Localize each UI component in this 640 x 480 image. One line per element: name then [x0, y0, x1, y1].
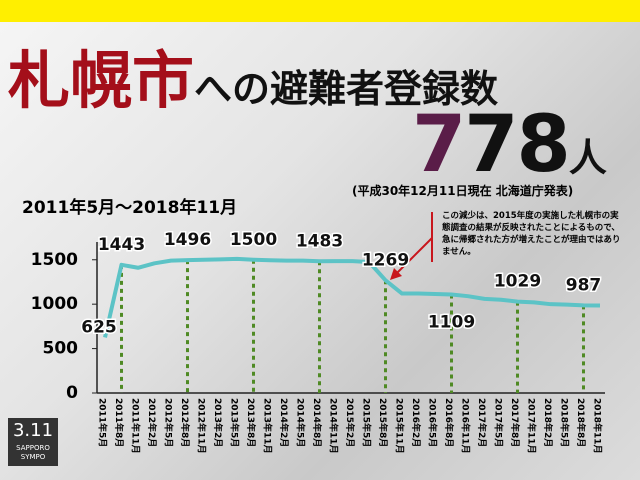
headline-highlight: 札幌市 [8, 44, 195, 117]
y-tick-label: 1500 [31, 250, 78, 270]
x-tick-label: 2015年2月 [344, 398, 356, 447]
data-label: 1269 [362, 250, 409, 270]
x-tick-label: 2014年8月 [311, 398, 323, 447]
x-tick-label: 2011年8月 [113, 398, 125, 447]
data-label: 1443 [98, 235, 145, 255]
chart-title: 2011年5月〜2018年11月 [22, 197, 237, 218]
source: (平成30年12月11日現在 北海道庁発表) [352, 184, 574, 198]
x-tick-label: 2012年2月 [146, 398, 158, 447]
x-tick-label: 2011年11月 [130, 398, 142, 454]
x-tick-label: 2012年5月 [163, 398, 175, 447]
x-tick-label: 2013年8月 [245, 398, 257, 447]
data-label: 1496 [164, 230, 211, 250]
x-tick-label: 2013年5月 [229, 398, 241, 447]
data-label: 1029 [494, 272, 541, 292]
data-label: 625 [81, 317, 117, 337]
x-tick-label: 2015年11月 [394, 398, 406, 454]
headline: 札幌市への避難者登録数 [8, 30, 498, 120]
x-tick-label: 2018年2月 [542, 398, 554, 447]
x-tick-label: 2011年5月 [97, 398, 109, 447]
y-tick-label: 0 [66, 383, 78, 403]
x-tick-label: 2012年11月 [196, 398, 208, 454]
data-label: 1483 [296, 231, 343, 251]
x-tick-label: 2014年11月 [328, 398, 340, 454]
top-stripe [0, 0, 640, 22]
x-tick-label: 2015年8月 [377, 398, 389, 447]
note-arrow [395, 237, 433, 275]
total-unit: 人 [568, 136, 607, 180]
x-tick-label: 2013年2月 [212, 398, 224, 447]
x-tick-label: 2012年8月 [179, 398, 191, 447]
data-label: 987 [566, 275, 602, 295]
x-tick-label: 2018年11月 [592, 398, 604, 454]
x-tick-label: 2015年5月 [361, 398, 373, 447]
note: この減少は、2015年度の実施した札幌市の実態調査の結果が反映されたことによるも… [442, 211, 621, 257]
y-tick-label: 500 [43, 339, 79, 359]
x-tick-label: 2017年11月 [526, 398, 538, 454]
x-tick-label: 2018年5月 [559, 398, 571, 447]
x-tick-label: 2014年5月 [295, 398, 307, 447]
series-line [103, 256, 601, 338]
x-tick-label: 2018年8月 [575, 398, 587, 447]
logo: 3.11 SAPPORO SYMPO [8, 418, 58, 466]
x-tick-label: 2016年8月 [443, 398, 455, 447]
x-tick-label: 2016年2月 [410, 398, 422, 447]
total-number: 778 [412, 100, 571, 190]
headline-rest: への避難者登録数 [194, 67, 499, 111]
x-tick-label: 2017年8月 [509, 398, 521, 447]
y-tick-label: 1000 [31, 294, 78, 314]
x-tick-label: 2017年2月 [476, 398, 488, 447]
x-tick-label: 2016年11月 [460, 398, 472, 454]
logo-name: SAPPORO SYMPO [16, 444, 50, 461]
x-tick-label: 2014年2月 [278, 398, 290, 447]
data-label: 1109 [428, 312, 475, 332]
total: 778人 [412, 100, 607, 190]
x-tick-label: 2013年11月 [262, 398, 274, 454]
logo-mark: 3.11 [12, 420, 54, 441]
arrow-head [390, 268, 402, 280]
data-label: 1500 [230, 230, 277, 250]
x-tick-label: 2016年5月 [427, 398, 439, 447]
x-tick-label: 2017年5月 [493, 398, 505, 447]
